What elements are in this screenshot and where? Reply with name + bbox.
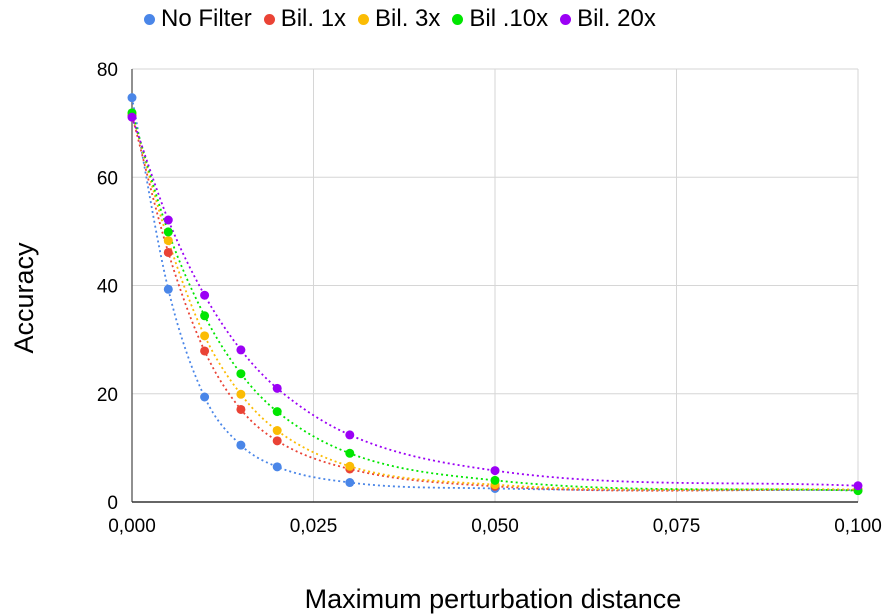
series-trendline: [131, 116, 859, 487]
x-tick-label: 0,025: [290, 516, 338, 537]
data-point: [236, 389, 246, 399]
axes: [131, 69, 858, 503]
data-point: [236, 440, 246, 450]
legend-item: Bil. 1x: [263, 5, 347, 33]
data-point: [272, 383, 282, 393]
data-point: [345, 461, 355, 471]
data-point: [163, 284, 173, 294]
data-point: [163, 236, 173, 246]
data-point: [163, 247, 173, 257]
data-point: [236, 404, 246, 414]
legend-marker: [144, 13, 155, 25]
data-points: [127, 93, 863, 496]
y-tick-label: 20: [97, 385, 118, 406]
x-tick-label: 0,075: [653, 516, 701, 537]
data-point: [272, 407, 282, 417]
legend-marker: [452, 13, 464, 25]
data-point: [490, 475, 500, 485]
data-point: [163, 215, 173, 225]
data-point: [272, 426, 282, 436]
data-point: [200, 392, 210, 402]
data-point: [236, 345, 246, 355]
data-point: [272, 462, 282, 472]
data-point: [345, 430, 355, 440]
series-trendline: [131, 112, 859, 492]
legend-item: Bil .10x: [452, 5, 548, 33]
data-point: [345, 448, 355, 458]
data-point: [272, 436, 282, 446]
legend-item: Bil. 20x: [560, 5, 656, 33]
data-point: [200, 290, 210, 300]
x-tick-label: 0,050: [471, 516, 519, 537]
series-trendline: [131, 113, 859, 491]
data-point: [127, 112, 137, 122]
y-tick-label: 80: [97, 60, 118, 81]
legend-marker: [263, 13, 275, 25]
data-point: [163, 227, 173, 237]
data-point: [200, 311, 210, 321]
data-point: [490, 466, 500, 476]
y-tick-label: 60: [97, 168, 118, 189]
legend-marker: [358, 13, 370, 25]
data-point: [200, 346, 210, 356]
tick-labels: 0 20 40 60 80 0,000 0,025 0,050 0,075 0,100: [97, 60, 882, 537]
legend-label: Bil. 20x: [577, 5, 656, 32]
chart-legend: No Filter Bil. 1x Bil. 3x Bil .10x Bil. 20x: [144, 5, 656, 33]
data-point: [200, 331, 210, 341]
x-tick-label: 0,100: [834, 516, 882, 537]
y-axis-label: Accuracy: [9, 242, 39, 354]
data-point: [127, 93, 137, 103]
data-point: [853, 481, 863, 491]
data-point: [236, 369, 246, 379]
legend-label: Bil .10x: [469, 5, 549, 32]
legend-marker: [560, 13, 572, 25]
legend-label: Bil. 3x: [375, 5, 441, 32]
x-axis-label: Maximum perturbation distance: [305, 584, 682, 614]
x-tick-label: 0,000: [108, 516, 156, 537]
legend-item: No Filter: [144, 5, 252, 33]
y-tick-label: 0: [107, 493, 118, 514]
y-tick-label: 40: [97, 277, 118, 298]
data-point: [345, 478, 355, 488]
legend-item: Bil. 3x: [358, 5, 440, 33]
legend-label: Bil. 1x: [280, 5, 347, 32]
grid-lines: [132, 68, 859, 502]
legend-label: No Filter: [161, 5, 252, 32]
